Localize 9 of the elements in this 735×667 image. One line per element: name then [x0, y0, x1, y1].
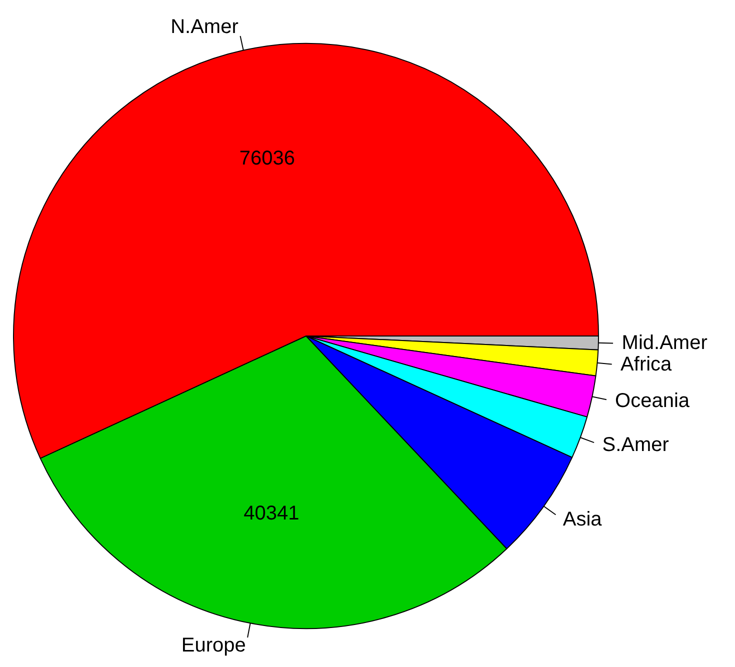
slice-label: N.Amer [170, 16, 239, 38]
slice-label: S.Amer [602, 434, 670, 456]
slice-label: Europe [181, 634, 246, 657]
slice-label: Mid.Amer [622, 332, 708, 354]
slice-label: Asia [562, 508, 603, 530]
data-label: 40341 [244, 502, 300, 525]
data-label: 76036 [239, 147, 295, 170]
slice-label: Oceania [615, 390, 690, 412]
slice-label: Africa [620, 354, 673, 376]
